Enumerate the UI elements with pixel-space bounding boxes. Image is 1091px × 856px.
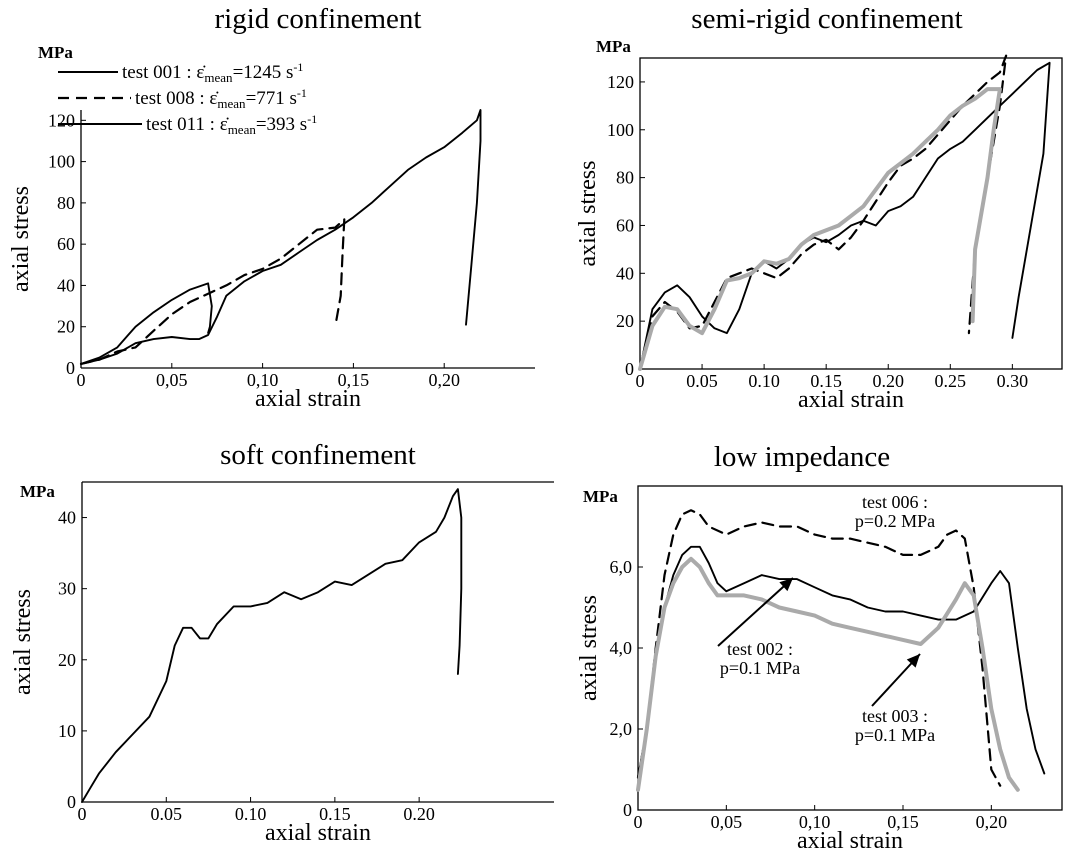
x-tick-label: 0,20 xyxy=(428,370,460,390)
y-tick-label: 0 xyxy=(67,792,76,812)
x-tick-label: 0,10 xyxy=(247,370,279,390)
annotation-line2: p=0.1 MPa xyxy=(720,658,800,678)
x-tick-label: 0.10 xyxy=(235,804,267,824)
annotation-arrowhead xyxy=(906,654,920,668)
x-tick-label: 0,05 xyxy=(711,812,743,832)
y-tick-label: 2,0 xyxy=(610,719,633,739)
y-axis-label: axial stress xyxy=(576,595,602,701)
y-tick-label: 20 xyxy=(616,311,634,331)
series-line-2 xyxy=(79,218,346,365)
series-line-1 xyxy=(639,61,1051,370)
annotation-line1: test 003 : xyxy=(862,706,928,726)
plot-frame xyxy=(639,57,1063,370)
series-line-2 xyxy=(637,545,1046,779)
y-axis-label: axial stress xyxy=(10,589,36,695)
legend-label: test 008 : ε̇mean=771 s-1 xyxy=(135,86,307,111)
chart-panel-1: rigid confinement 0 0,05 0,10 0,15 0,20 0 20 40 6… xyxy=(8,3,535,412)
y-tick-label: 40 xyxy=(616,263,634,283)
x-tick-label: 0,15 xyxy=(338,370,370,390)
legend-label: test 001 : ε̇mean=1245 s-1 xyxy=(122,60,303,85)
series-line-3 xyxy=(636,556,1020,792)
series-line-1 xyxy=(636,509,1002,787)
series-line-2 xyxy=(638,54,1008,371)
x-axis-label: axial strain xyxy=(255,386,361,412)
chart-panel-3: soft confinement 0 0.05 0.10 0.15 0.20 0 10 20 30… xyxy=(10,439,554,846)
y-tick-label: 20 xyxy=(58,650,76,670)
x-tick-label: 0.15 xyxy=(319,804,351,824)
x-axis-label: axial strain xyxy=(265,820,371,846)
y-tick-label: 40 xyxy=(57,275,75,295)
chart-panel-4: low impedance 0 0,05 0,10 0,15 0,20 0 2,0 4,0 6,0… xyxy=(576,441,1063,854)
x-tick-label: 0,15 xyxy=(887,812,919,832)
y-tick-label: 4,0 xyxy=(610,638,633,658)
x-tick-label: 0.20 xyxy=(872,371,904,391)
x-tick-label: 0.20 xyxy=(403,804,435,824)
series-line-3 xyxy=(80,282,213,365)
y-axis-label: axial stress xyxy=(575,161,601,267)
x-tick-label: 0,10 xyxy=(799,812,831,832)
y-tick-label: 60 xyxy=(57,234,75,254)
y-tick-label: 40 xyxy=(58,508,76,528)
x-tick-label: 0.05 xyxy=(686,371,718,391)
annotation-line1: test 006 : xyxy=(862,492,928,512)
x-tick-label: 0.10 xyxy=(748,371,780,391)
x-tick-label: 0.25 xyxy=(935,371,967,391)
series-line-3 xyxy=(638,87,1002,371)
y-tick-label: 100 xyxy=(48,152,75,172)
y-tick-label: 20 xyxy=(57,317,75,337)
y-tick-label: 120 xyxy=(48,110,75,130)
y-tick-label: 80 xyxy=(57,193,75,213)
annotation-line2: p=0.1 MPa xyxy=(855,725,935,745)
y-unit-label: MPa xyxy=(583,487,618,506)
x-tick-label: 0,05 xyxy=(156,370,188,390)
y-tick-label: 120 xyxy=(607,72,634,92)
y-tick-label: 0 xyxy=(66,358,75,378)
x-tick-label: 0 xyxy=(636,371,645,391)
y-tick-label: 100 xyxy=(607,120,634,140)
y-tick-label: 60 xyxy=(616,215,634,235)
x-tick-label: 0,20 xyxy=(976,812,1008,832)
x-tick-label: 0.15 xyxy=(810,371,842,391)
x-tick-label: 0 xyxy=(77,370,86,390)
y-tick-label: 6,0 xyxy=(610,557,633,577)
legend-label: test 011 : ε̇mean=393 s-1 xyxy=(146,112,317,137)
plot-frame xyxy=(637,485,1063,811)
chart-title: soft confinement xyxy=(220,439,416,471)
chart-panel-2: semi-rigid confinement 0 0.05 0.10 0.15 0.20 0… xyxy=(575,3,1063,413)
x-axis-label: axial strain xyxy=(797,828,903,854)
y-tick-label: 10 xyxy=(58,721,76,741)
annotation-line2: p=0.2 MPa xyxy=(855,511,935,531)
y-tick-label: 30 xyxy=(58,579,76,599)
x-tick-label: 0 xyxy=(634,812,643,832)
chart-title: semi-rigid confinement xyxy=(691,3,962,35)
x-axis-label: axial strain xyxy=(798,387,904,413)
annotation-line1: test 002 : xyxy=(727,639,793,659)
y-unit-label: MPa xyxy=(20,482,55,501)
annotation-arrowhead xyxy=(779,578,793,592)
x-tick-label: 0.05 xyxy=(151,804,183,824)
y-axis-label: axial stress xyxy=(8,186,34,292)
chart-title: low impedance xyxy=(714,441,890,473)
y-tick-label: 0 xyxy=(625,359,634,379)
x-tick-label: 0 xyxy=(78,804,87,824)
y-unit-label: MPa xyxy=(38,43,73,62)
series-line-1 xyxy=(80,109,482,365)
y-tick-label: 80 xyxy=(616,168,634,188)
x-tick-label: 0.30 xyxy=(997,371,1029,391)
y-unit-label: MPa xyxy=(596,37,631,56)
series-line-1 xyxy=(81,488,463,803)
annotation-arrow xyxy=(717,577,794,647)
chart-title: rigid confinement xyxy=(215,3,422,35)
y-tick-label: 0 xyxy=(623,800,632,820)
